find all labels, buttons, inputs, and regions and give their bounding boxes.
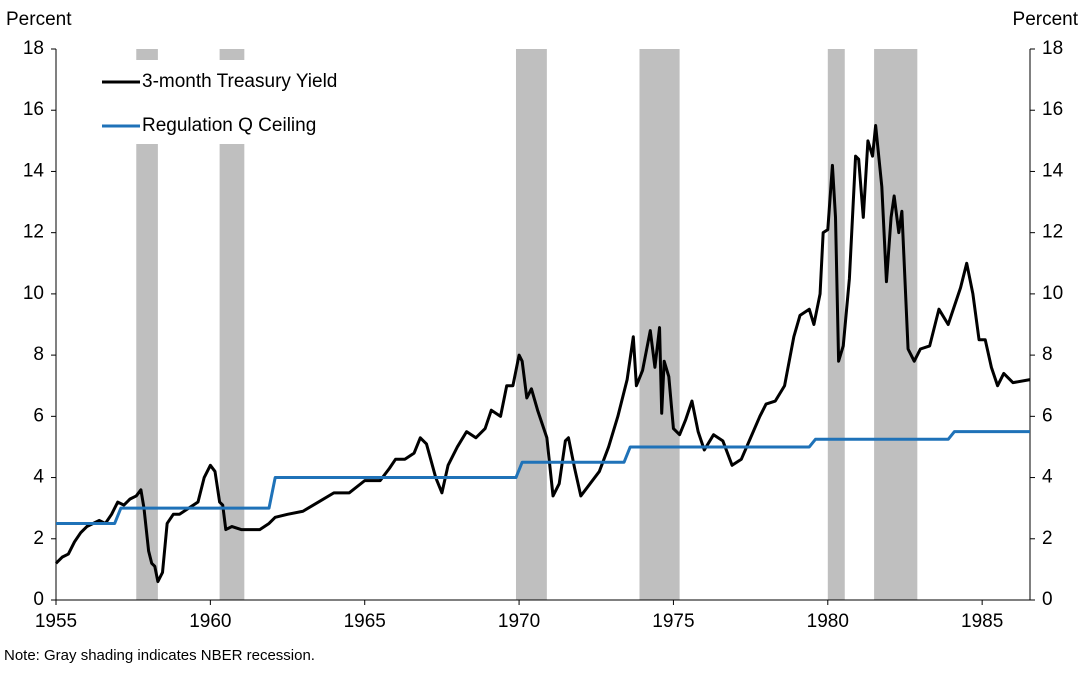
x-tick-label: 1965 — [344, 611, 386, 632]
y2-tick-label: 4 — [1042, 467, 1053, 488]
legend-label: Regulation Q Ceiling — [142, 115, 316, 136]
series-line — [56, 430, 1030, 525]
recession-band — [639, 49, 680, 600]
x-tick-label: 1975 — [652, 611, 694, 632]
recession-band — [874, 49, 918, 600]
y2-tick-label: 14 — [1042, 160, 1064, 181]
y-tick-label: 4 — [33, 467, 44, 488]
y-tick-label: 10 — [23, 283, 44, 304]
y2-tick-label: 6 — [1042, 405, 1053, 426]
y2-tick-label: 18 — [1042, 38, 1063, 59]
y-tick-label: 12 — [23, 222, 44, 243]
x-tick-label: 1980 — [807, 611, 849, 632]
y-tick-label: 16 — [23, 99, 44, 120]
x-tick-label: 1985 — [961, 611, 1003, 632]
y-tick-label: 2 — [33, 528, 44, 549]
legend-background — [94, 60, 394, 144]
recession-band — [827, 49, 845, 600]
y-tick-label: 18 — [23, 38, 44, 59]
recession-band — [515, 49, 547, 600]
y2-tick-label: 8 — [1042, 344, 1053, 365]
y2-tick-label: 10 — [1042, 283, 1063, 304]
note: Note: Gray shading indicates NBER recess… — [4, 647, 315, 664]
y2-axis-label: Percent — [1013, 9, 1079, 30]
y-tick-label: 14 — [23, 160, 45, 181]
y-tick-label: 8 — [33, 344, 44, 365]
recession-band — [136, 49, 158, 600]
y2-tick-label: 12 — [1042, 222, 1063, 243]
x-tick-label: 1960 — [189, 611, 231, 632]
y-tick-label: 0 — [33, 589, 44, 610]
y2-tick-label: 0 — [1042, 589, 1053, 610]
y-axis-label: Percent — [6, 9, 72, 30]
legend-label: 3-month Treasury Yield — [142, 71, 337, 92]
y2-tick-label: 16 — [1042, 99, 1063, 120]
y2-tick-label: 2 — [1042, 528, 1053, 549]
x-tick-label: 1970 — [498, 611, 540, 632]
x-tick-label: 1955 — [35, 611, 77, 632]
y-tick-label: 6 — [33, 405, 44, 426]
